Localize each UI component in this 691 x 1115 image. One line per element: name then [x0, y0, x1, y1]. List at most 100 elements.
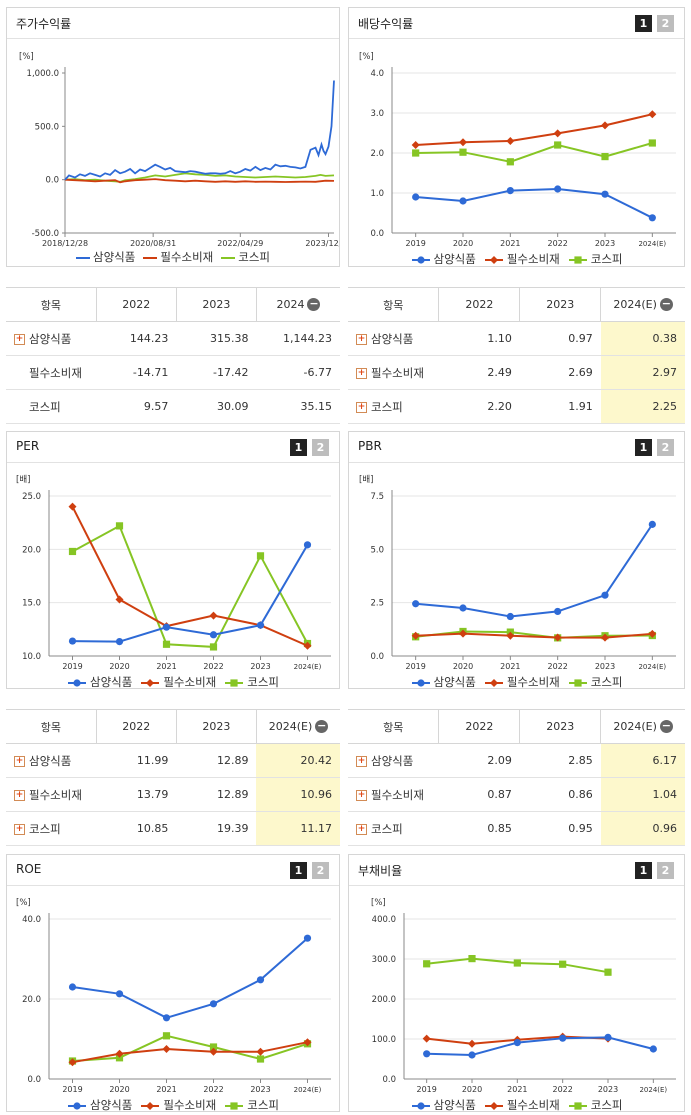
expand-icon[interactable]: +	[14, 755, 25, 767]
y-tick-label: 200.0	[372, 995, 396, 1005]
expand-icon[interactable]: +	[356, 401, 367, 413]
expand-icon[interactable]: +	[14, 823, 25, 835]
x-tick-label: 2019	[62, 662, 82, 671]
y-tick-label: 300.0	[372, 955, 396, 965]
legend-item[interactable]: 필수소비재	[140, 674, 216, 690]
data-point	[648, 520, 656, 528]
view-button-1[interactable]: 1	[290, 439, 307, 456]
value-cell: 19.39	[176, 811, 257, 846]
x-tick-label: 2020/08/31	[130, 239, 176, 248]
legend-item[interactable]: 필수소비재	[484, 674, 560, 690]
legend-item[interactable]: 코스피	[224, 674, 279, 690]
data-point	[459, 138, 467, 147]
view-button-1[interactable]: 1	[635, 439, 652, 456]
view-button-2[interactable]: 2	[657, 439, 674, 456]
x-tick-label: 2023	[250, 1085, 270, 1094]
x-tick-label: 2019	[416, 1085, 436, 1094]
legend-item[interactable]: 삼양식품	[411, 251, 476, 267]
view-button-2[interactable]: 2	[657, 862, 674, 879]
legend-item[interactable]: 코스피	[221, 249, 270, 265]
panel-title: 배당수익률	[358, 17, 414, 31]
x-tick-label: 2020	[109, 662, 129, 671]
value-cell: 12.89	[176, 777, 257, 812]
collapse-icon[interactable]: −	[315, 719, 329, 734]
legend-item[interactable]: 필수소비재	[484, 251, 560, 267]
x-tick-label: 2018/12/28	[42, 239, 88, 248]
series-line-1	[64, 80, 335, 181]
expand-icon[interactable]: +	[14, 789, 25, 801]
expand-icon[interactable]: +	[356, 755, 367, 767]
view-button-2[interactable]: 2	[312, 439, 329, 456]
legend-item[interactable]: 삼양식품	[76, 249, 135, 265]
y-tick-label: 4.0	[370, 69, 384, 79]
value-cell: 10.85	[96, 811, 177, 846]
x-tick-label: 2022	[547, 662, 567, 671]
legend-item[interactable]: 필수소비재	[484, 1097, 560, 1113]
data-point	[412, 600, 420, 608]
data-point	[513, 1039, 521, 1047]
series-line-3	[64, 172, 335, 183]
panel-header: 주가수익률	[7, 8, 339, 39]
column-header-label: 2024(E)	[613, 719, 657, 733]
legend-item[interactable]: 삼양식품	[67, 674, 132, 690]
column-header: 항목	[348, 709, 440, 744]
data-point	[68, 983, 77, 991]
legend-item[interactable]: 삼양식품	[411, 1097, 476, 1113]
y-tick-label: 20.0	[22, 545, 41, 555]
value-cell: 144.23	[96, 321, 177, 356]
view-button-2[interactable]: 2	[657, 15, 674, 32]
view-button-2[interactable]: 2	[312, 862, 329, 879]
legend-marker-shape	[73, 678, 81, 687]
legend-label: 코스피	[247, 1098, 279, 1112]
data-point	[649, 1045, 657, 1053]
row-label: 코스피	[29, 821, 61, 836]
data-point	[506, 187, 514, 195]
legend-item[interactable]: 삼양식품	[67, 1097, 132, 1113]
expand-icon[interactable]: +	[356, 789, 367, 801]
data-point	[162, 1032, 171, 1040]
expand-icon[interactable]: +	[356, 367, 367, 379]
legend-item[interactable]: 코스피	[568, 674, 622, 690]
view-button-1[interactable]: 1	[290, 862, 307, 879]
value-cell: 10.96	[256, 777, 340, 812]
legend-item[interactable]: 필수소비재	[143, 249, 213, 265]
data-point	[115, 522, 124, 530]
legend-label: 필수소비재	[163, 1098, 217, 1112]
data-point	[256, 621, 265, 629]
collapse-icon[interactable]: −	[659, 719, 673, 734]
row-label-cell: + 삼양식품	[6, 743, 97, 778]
expand-icon[interactable]: +	[356, 333, 367, 345]
value-cell: 2.69	[519, 355, 601, 390]
x-tick-label: 2020	[109, 1085, 129, 1094]
y-tick-label: 1.0	[370, 189, 384, 199]
legend-label: 코스피	[247, 675, 279, 689]
legend-label: 삼양식품	[433, 675, 476, 689]
expand-icon[interactable]: +	[14, 333, 25, 345]
legend-item[interactable]: 코스피	[224, 1097, 279, 1113]
collapse-icon[interactable]: −	[307, 297, 321, 312]
legend-item[interactable]: 삼양식품	[411, 674, 476, 690]
data-point	[256, 1055, 265, 1063]
legend-marker-shape	[146, 1101, 155, 1110]
data-point	[468, 1039, 476, 1048]
legend-item[interactable]: 코스피	[568, 251, 622, 267]
data-point	[553, 129, 562, 138]
value-cell: -14.71	[96, 355, 177, 390]
y-tick-label: -500.0	[32, 229, 59, 239]
expand-icon[interactable]: +	[356, 823, 367, 835]
collapse-icon[interactable]: −	[659, 297, 673, 312]
series-1	[68, 934, 312, 1022]
series-2	[411, 110, 657, 149]
value-cell: 12.89	[176, 743, 257, 778]
data-point	[162, 623, 171, 631]
legend-item[interactable]: 필수소비재	[140, 1097, 216, 1113]
legend-label: 삼양식품	[90, 675, 133, 689]
legend-marker	[68, 678, 86, 687]
column-header-label: 2023	[546, 720, 575, 733]
view-button-1[interactable]: 1	[635, 15, 652, 32]
legend-marker	[76, 256, 90, 259]
x-tick-label: 2023	[598, 1085, 618, 1094]
legend-marker-shape	[416, 678, 425, 687]
legend-item[interactable]: 코스피	[568, 1097, 622, 1113]
view-button-1[interactable]: 1	[635, 862, 652, 879]
